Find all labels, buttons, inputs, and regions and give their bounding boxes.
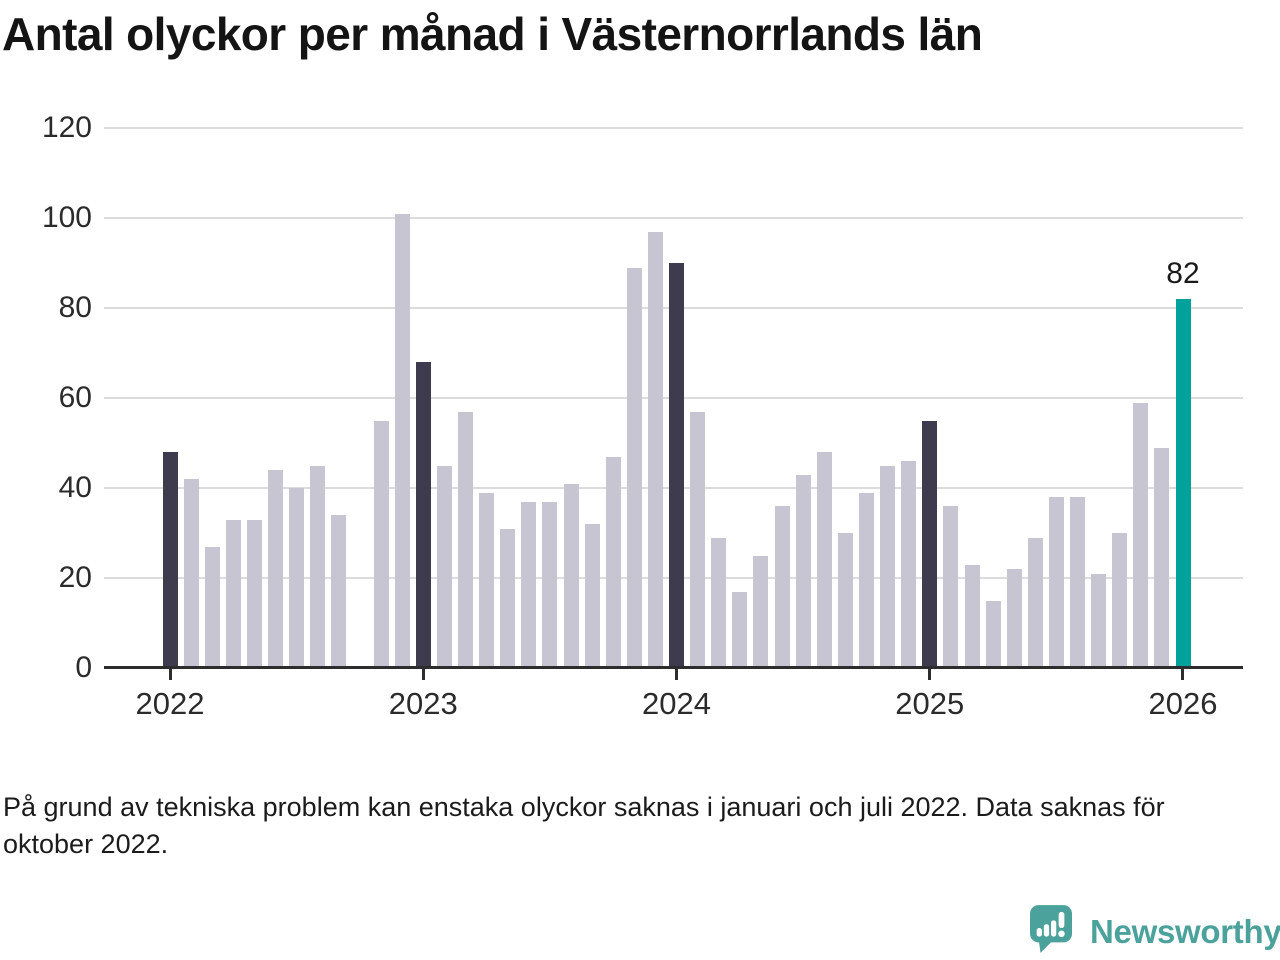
x-axis-label: 2023 (388, 686, 458, 721)
bar (500, 528, 516, 668)
y-axis-label: 0 (75, 651, 92, 684)
bar (964, 564, 980, 668)
bar (816, 452, 832, 668)
x-axis-tick (928, 666, 932, 680)
y-axis-label: 120 (41, 111, 92, 144)
x-axis-tick (674, 666, 678, 680)
bar (605, 456, 621, 668)
y-axis-label: 100 (41, 201, 92, 234)
bar (289, 488, 305, 668)
bar (732, 591, 748, 668)
bar (521, 501, 537, 668)
bar (415, 362, 431, 668)
gridline (104, 127, 1243, 129)
bar (1006, 569, 1022, 668)
bar (394, 213, 410, 668)
bar (268, 470, 283, 668)
x-axis-tick (421, 666, 425, 680)
bar (837, 533, 853, 668)
y-axis-label: 80 (58, 291, 92, 324)
bar (880, 465, 895, 668)
bar (310, 465, 326, 668)
bar (690, 411, 706, 668)
bar (331, 515, 347, 668)
gridline (104, 217, 1243, 219)
newsworthy-logo-text: Newsworthy (1090, 912, 1280, 950)
bar (479, 492, 495, 668)
bar (943, 506, 959, 668)
y-axis-label: 20 (58, 561, 92, 594)
bar (711, 537, 727, 668)
x-axis-label: 2025 (895, 686, 965, 721)
bar (204, 546, 220, 668)
bar (1091, 573, 1107, 668)
newsworthy-logo: Newsworthy (1030, 904, 1280, 959)
y-axis-label: 40 (58, 471, 92, 504)
x-axis-label: 2024 (642, 686, 711, 721)
page-title: Antal olyckor per månad i Västernorrland… (2, 8, 983, 60)
bar (436, 465, 452, 668)
bar (162, 452, 178, 668)
x-axis-label: 2026 (1148, 686, 1218, 721)
bar (774, 506, 790, 668)
bar (1154, 447, 1170, 668)
bar (183, 479, 199, 668)
bar (1112, 533, 1128, 668)
bar (373, 420, 389, 668)
bar (1048, 497, 1064, 668)
bar (922, 420, 938, 668)
y-axis-label: 60 (58, 381, 92, 414)
bar (1175, 299, 1191, 668)
bar (1027, 537, 1043, 668)
bar (1070, 497, 1085, 668)
bar (1133, 402, 1149, 668)
bar (542, 501, 558, 668)
newsworthy-logo-icon (1030, 904, 1072, 959)
bar (225, 519, 241, 668)
bar (858, 492, 874, 668)
bar (563, 483, 579, 668)
footnote: På grund av tekniska problem kan enstaka… (3, 792, 1165, 859)
bar (901, 461, 917, 668)
bar (795, 474, 811, 668)
bar (458, 411, 473, 668)
x-axis-tick (168, 666, 172, 680)
bar (669, 263, 684, 668)
bar (753, 555, 769, 668)
bar (626, 267, 642, 668)
bar (647, 231, 663, 668)
bar (246, 519, 262, 668)
bar (584, 524, 600, 668)
bar-value-label: 82 (1166, 257, 1200, 290)
x-axis-line (104, 666, 1243, 669)
bar (985, 600, 1001, 668)
x-axis-tick (1181, 666, 1185, 680)
x-axis-label: 2022 (135, 686, 205, 721)
